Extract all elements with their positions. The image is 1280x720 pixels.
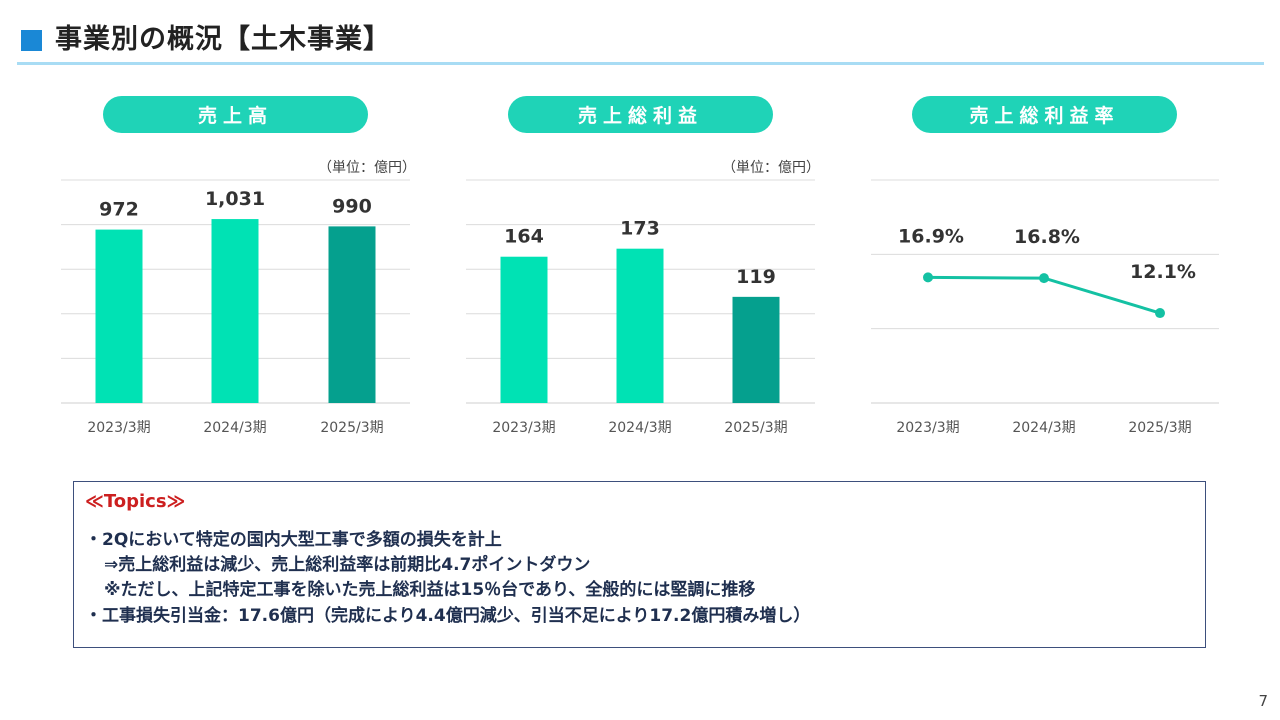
x-tick-label: 2025/3期: [320, 420, 383, 436]
data-label: 990: [332, 195, 372, 217]
x-tick-label: 2023/3期: [87, 420, 150, 436]
data-label: 173: [620, 218, 660, 240]
topics-line-3: ※ただし、上記特定工事を除いた売上総利益は15％台であり、全般的には堅調に推移: [104, 580, 756, 600]
line-point: [1039, 273, 1049, 284]
x-tick-label: 2024/3期: [203, 420, 266, 436]
page-title: 事業別の概況【土木事業】: [55, 24, 391, 55]
page-number: 7: [1258, 692, 1268, 710]
data-label: 119: [736, 266, 776, 288]
panel-label-gross-profit: 売上総利益: [508, 96, 773, 133]
topics-line-1: ・2Qにおいて特定の国内大型工事で多額の損失を計上: [85, 530, 502, 550]
topics-line-4: ・工事損失引当金：17.6億円（完成により4.4億円減少、引当不足により17.2…: [85, 606, 811, 626]
bar: [616, 248, 664, 403]
data-label: 16.9%: [898, 225, 964, 247]
line-point: [1155, 308, 1165, 319]
bar: [95, 229, 143, 403]
bar: [328, 226, 376, 403]
bar: [211, 219, 259, 403]
x-tick-label: 2025/3期: [724, 420, 787, 436]
x-tick-label: 2024/3期: [1012, 420, 1075, 436]
line-point: [923, 272, 933, 283]
bar: [500, 256, 548, 403]
topics-heading: ≪Topics≫: [85, 491, 186, 512]
title-divider: [17, 62, 1264, 65]
data-label: 164: [504, 226, 544, 248]
topics-line-2: ⇒売上総利益は減少、売上総利益率は前期比4.7ポイントダウン: [104, 555, 591, 575]
unit-label-sales: （単位：億円）: [318, 160, 416, 176]
bar: [732, 296, 780, 403]
x-tick-label: 2023/3期: [492, 420, 555, 436]
x-tick-label: 2024/3期: [608, 420, 671, 436]
x-tick-label: 2025/3期: [1128, 420, 1191, 436]
panel-label-sales: 売上高: [103, 96, 368, 133]
data-label: 1,031: [205, 188, 265, 210]
data-label: 12.1%: [1130, 261, 1196, 283]
panel-label-gross-margin: 売上総利益率: [912, 96, 1177, 133]
x-tick-label: 2023/3期: [896, 420, 959, 436]
data-label: 972: [99, 199, 139, 221]
unit-label-gross-profit: （単位：億円）: [722, 160, 820, 176]
data-label: 16.8%: [1014, 226, 1080, 248]
topics-box: ≪Topics≫ ・2Qにおいて特定の国内大型工事で多額の損失を計上 ⇒売上総利…: [73, 481, 1206, 648]
title-marker: [21, 30, 42, 51]
